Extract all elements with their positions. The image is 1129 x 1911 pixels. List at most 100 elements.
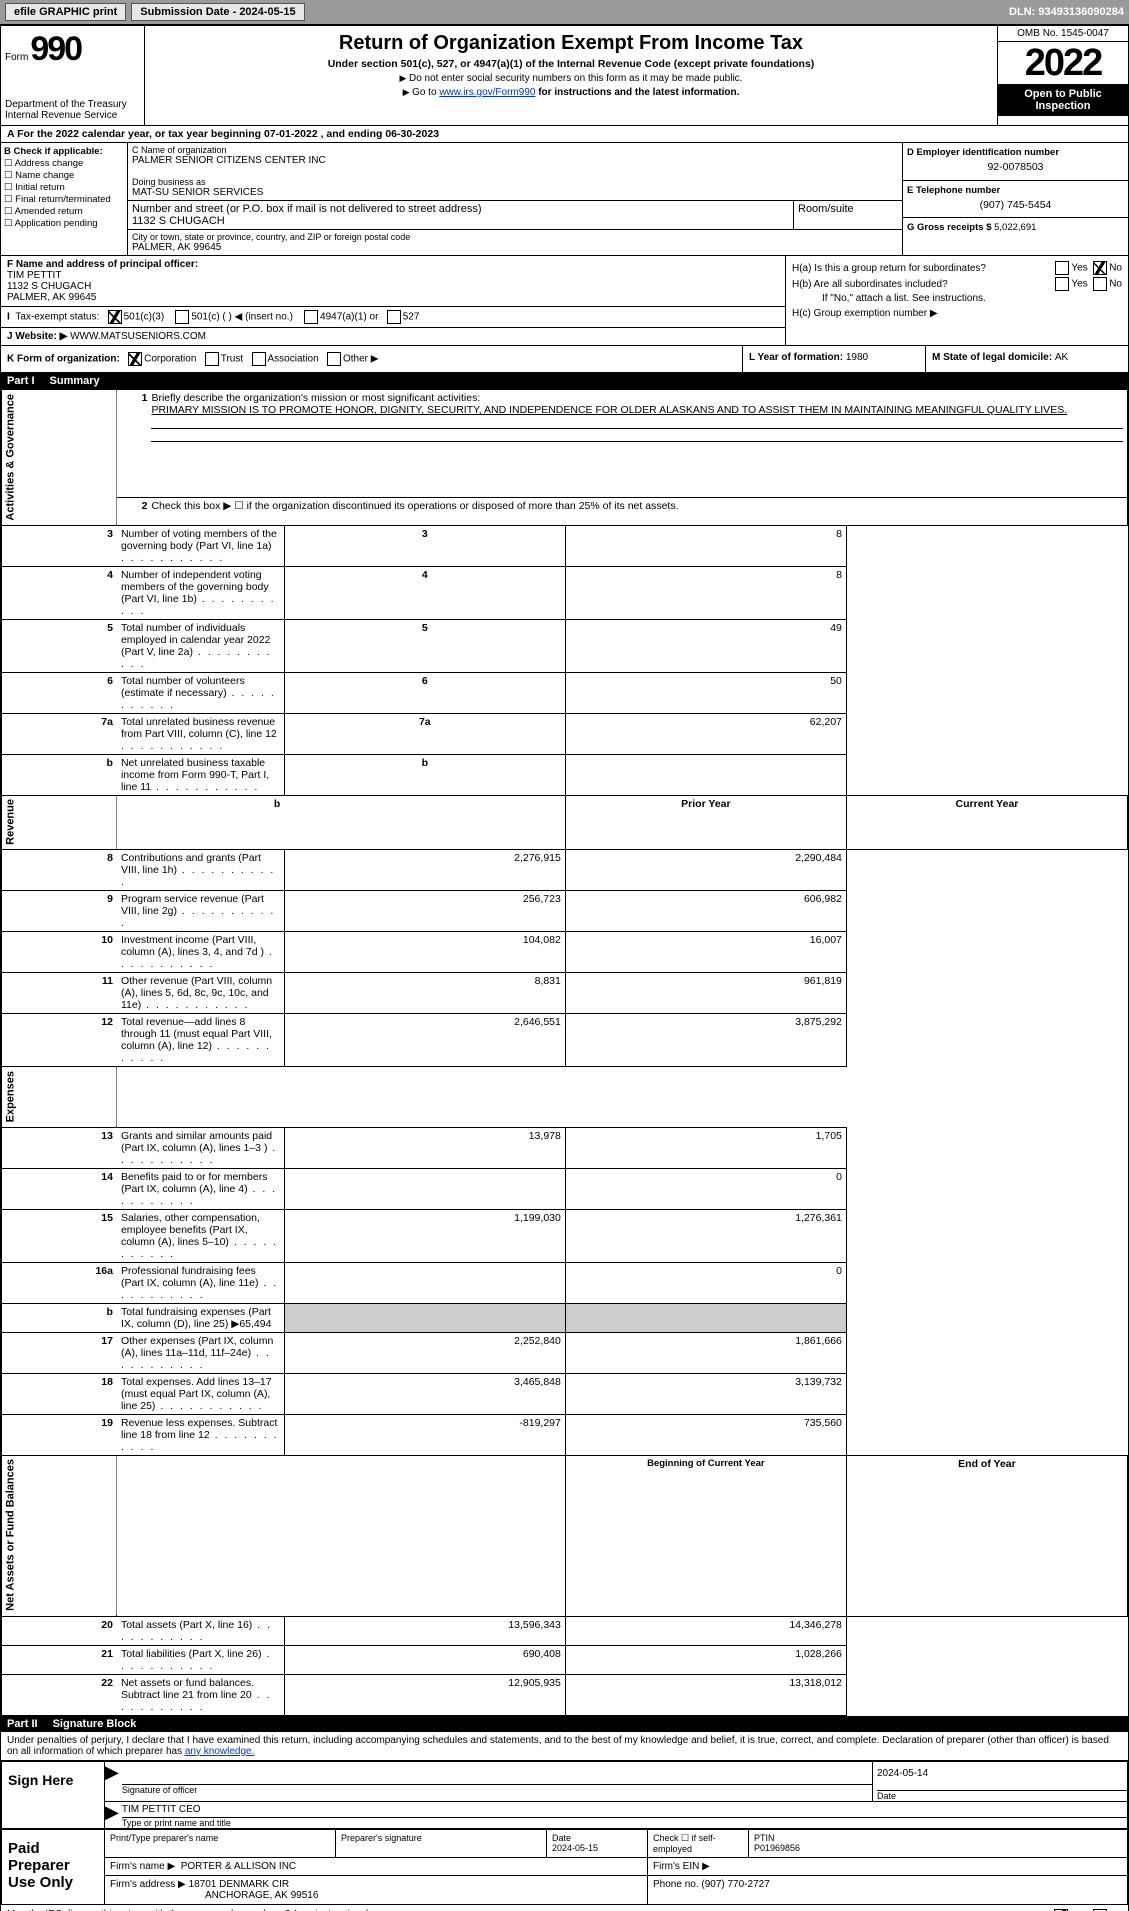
form-number: 990 [30, 30, 81, 69]
section-deg: D Employer identification number 92-0078… [903, 143, 1128, 255]
ssn-warning: Do not enter social security numbers on … [149, 73, 993, 84]
prep-sig-label: Preparer's signature [336, 1829, 547, 1857]
dba-label: Doing business as [132, 177, 898, 187]
phone-value: (907) 745-5454 [907, 196, 1124, 211]
section-f: F Name and address of principal officer:… [1, 256, 785, 307]
table-row: 14 Benefits paid to or for members (Part… [2, 1168, 1128, 1209]
ha-yes: Yes [1071, 263, 1087, 274]
chk-ha-yes[interactable] [1055, 263, 1071, 274]
chk-ha-no[interactable] [1093, 263, 1109, 274]
ein-label: D Employer identification number [907, 147, 1124, 158]
table-row: 6 Total number of volunteers (estimate i… [2, 672, 1128, 713]
officer-name-label: Type or print name and title [122, 1818, 1127, 1828]
discuss-text: May the IRS discuss this return with the… [7, 1909, 475, 1911]
officer-addr1: 1132 S CHUGACH [7, 281, 91, 292]
penalty-text: Under penalties of perjury, I declare th… [7, 1735, 1109, 1757]
chk-4947[interactable] [304, 312, 320, 323]
hb-no: No [1109, 279, 1122, 290]
table-row: 16a Professional fundraising fees (Part … [2, 1262, 1128, 1303]
firm-ein-label: Firm's EIN ▶ [648, 1857, 1128, 1875]
discuss-yes: Yes [1070, 1910, 1087, 1911]
officer-addr2: PALMER, AK 99645 [7, 292, 96, 303]
part-ii-header: Part II Signature Block [1, 1716, 1128, 1732]
vlabel-netassets: Net Assets or Fund Balances [2, 1455, 117, 1616]
summary-table: Activities & Governance 1 Briefly descri… [1, 389, 1128, 1716]
section-h: H(a) Is this a group return for subordin… [786, 256, 1128, 345]
chk-discuss-no[interactable] [1093, 1910, 1109, 1911]
chk-address-change[interactable]: Address change [4, 158, 124, 169]
chk-initial-return[interactable]: Initial return [4, 182, 124, 193]
table-row: 19 Revenue less expenses. Subtract line … [2, 1414, 1128, 1455]
chk-amended-return[interactable]: Amended return [4, 206, 124, 217]
chk-application-pending[interactable]: Application pending [4, 218, 124, 229]
chk-hb-no[interactable] [1093, 279, 1109, 290]
dln-label: DLN: 93493136090284 [1009, 6, 1124, 18]
street-label: Number and street (or P.O. box if mail i… [132, 203, 789, 215]
sig-date-label: Date [877, 1791, 1127, 1801]
table-row: 3 Number of voting members of the govern… [2, 525, 1128, 566]
opt-501c3: 501(c)(3) [124, 312, 165, 323]
hb-note: If "No," attach a list. See instructions… [792, 293, 1122, 304]
chk-501c[interactable] [175, 312, 191, 323]
prep-name-label: Print/Type preparer's name [105, 1829, 336, 1857]
opt-corp: Corporation [144, 354, 196, 365]
org-name-label: C Name of organization [132, 145, 898, 155]
table-row: 12 Total revenue—add lines 8 through 11 … [2, 1014, 1128, 1067]
efile-button[interactable]: efile GRAPHIC print [5, 3, 126, 21]
section-b-title: B Check if applicable: [4, 146, 124, 157]
table-row: 18 Total expenses. Add lines 13–17 (must… [2, 1373, 1128, 1414]
city-state-zip: PALMER, AK 99645 [132, 242, 898, 253]
form-990-wrapper: Form 990 Department of the Treasury Inte… [0, 25, 1129, 1911]
firm-addr1: 18701 DENMARK CIR [189, 1879, 290, 1890]
part-ii-title: Signature Block [53, 1718, 137, 1730]
ptin-label: PTIN [754, 1833, 775, 1843]
table-row: b Net unrelated business taxable income … [2, 754, 1128, 795]
website-label: J Website: ▶ [7, 331, 67, 342]
chk-501c3[interactable] [108, 312, 124, 323]
table-row: 8 Contributions and grants (Part VIII, l… [2, 850, 1128, 891]
opt-trust: Trust [221, 354, 243, 365]
chk-corporation[interactable] [128, 354, 144, 365]
sig-arrow-icon-2 [105, 1802, 122, 1828]
chk-other[interactable] [327, 354, 343, 365]
chk-527[interactable] [387, 312, 403, 323]
chk-association[interactable] [252, 354, 268, 365]
firm-addr2: ANCHORAGE, AK 99516 [110, 1890, 318, 1901]
chk-discuss-yes[interactable] [1054, 1910, 1070, 1911]
ptin-value: P01969856 [754, 1843, 800, 1853]
opt-527: 527 [403, 312, 420, 323]
state-domicile: AK [1055, 352, 1068, 363]
room-label: Room/suite [798, 203, 898, 215]
firm-name-label: Firm's name ▶ [110, 1861, 175, 1872]
irs-gov-link[interactable]: www.irs.gov/Form990 [439, 87, 535, 98]
firm-name: PORTER & ALLISON INC [181, 1861, 296, 1872]
goto-pre: Go to [412, 87, 439, 98]
gross-receipts-label: G Gross receipts $ [907, 222, 994, 233]
chk-final-return[interactable]: Final return/terminated [4, 194, 124, 205]
signature-block: Under penalties of perjury, I declare th… [1, 1732, 1128, 1911]
chk-name-change[interactable]: Name change [4, 170, 124, 181]
eoy-hdr: End of Year [846, 1455, 1127, 1616]
check-self-employed: Check ☐ if self-employed [648, 1829, 749, 1857]
table-row: 13 Grants and similar amounts paid (Part… [2, 1127, 1128, 1168]
tax-status-label: Tax-exempt status: [15, 312, 99, 323]
table-row: 15 Salaries, other compensation, employe… [2, 1209, 1128, 1262]
chk-hb-yes[interactable] [1055, 279, 1071, 290]
irs-label: Internal Revenue Service [5, 110, 140, 121]
opt-4947: 4947(a)(1) or [320, 312, 378, 323]
part-i-num: Part I [7, 375, 35, 387]
submission-date-button[interactable]: Submission Date - 2024-05-15 [131, 3, 304, 21]
any-knowledge-link[interactable]: any knowledge. [185, 1746, 255, 1757]
open-to-public: Open to Public Inspection [998, 84, 1128, 116]
table-row: 9 Program service revenue (Part VIII, li… [2, 891, 1128, 932]
discuss-row: May the IRS discuss this return with the… [1, 1905, 1128, 1911]
chk-trust[interactable] [205, 354, 221, 365]
vlabel-revenue: Revenue [2, 795, 117, 850]
table-row: 5 Total number of individuals employed i… [2, 619, 1128, 672]
dba-name: MAT-SU SENIOR SERVICES [132, 187, 898, 198]
prior-year-hdr: Prior Year [565, 795, 846, 850]
table-row: b Total fundraising expenses (Part IX, c… [2, 1303, 1128, 1332]
table-row: 20 Total assets (Part X, line 16) 13,596… [2, 1616, 1128, 1645]
table-row: 7a Total unrelated business revenue from… [2, 713, 1128, 754]
line2-text: Check this box ▶ ☐ if the organization d… [151, 500, 678, 512]
